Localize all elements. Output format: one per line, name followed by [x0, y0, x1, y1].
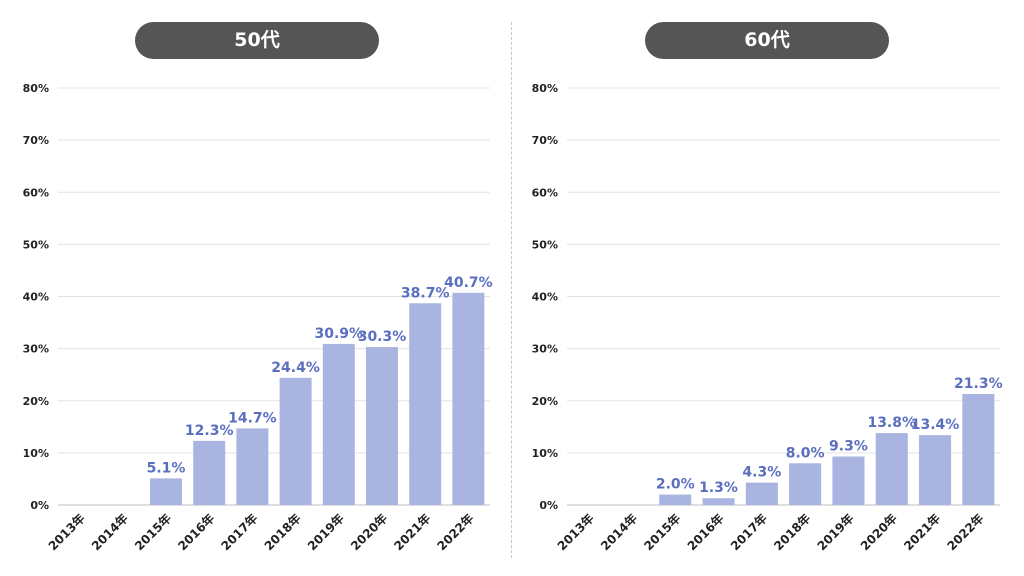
x-tick-label: 2015年	[131, 511, 174, 554]
y-tick-label: 30%	[532, 343, 558, 356]
bar	[322, 343, 355, 505]
data-label: 1.3%	[699, 480, 738, 496]
y-tick-label: 50%	[532, 238, 558, 251]
data-label: 9.3%	[829, 439, 868, 455]
data-label: 38.7%	[401, 285, 450, 301]
x-tick-label: 2013年	[554, 511, 597, 554]
x-tick-label: 2021年	[900, 511, 943, 554]
x-tick-label: 2017年	[727, 511, 770, 554]
bar	[745, 482, 778, 505]
data-label: 21.3%	[954, 376, 1003, 392]
bar	[962, 393, 995, 505]
data-label: 5.1%	[147, 460, 186, 476]
data-label: 2.0%	[656, 477, 695, 493]
data-label: 13.8%	[867, 415, 916, 431]
x-tick-label: 2020年	[347, 511, 390, 554]
y-tick-label: 10%	[23, 447, 49, 460]
x-tick-label: 2022年	[434, 511, 477, 554]
chart-title-60s: 60代	[645, 22, 889, 59]
x-tick-label: 2020年	[857, 511, 900, 554]
chart-panel-60s: 60代 0% 10% 20% 30% 40% 50% 60% 70% 80% 2013年 2014年…	[512, 0, 1024, 576]
x-tick-label: 2014年	[88, 511, 131, 554]
y-tick-label: 10%	[532, 447, 558, 460]
y-tick-label: 80%	[23, 82, 49, 95]
x-tick-label: 2019年	[304, 511, 347, 554]
bar-chart-50s: 0% 10% 20% 30% 40% 50% 60% 70% 80% 2013年 2014年 5.1%…	[23, 82, 493, 554]
x-tick-label: 2016年	[175, 511, 218, 554]
y-tick-label: 70%	[532, 134, 558, 147]
panel-divider	[511, 22, 512, 558]
y-tick-label: 60%	[532, 186, 558, 199]
bar	[659, 494, 692, 505]
data-label: 4.3%	[742, 465, 781, 481]
y-tick-label: 50%	[23, 238, 49, 251]
bar-chart-60s: 0% 10% 20% 30% 40% 50% 60% 70% 80% 2013年 2014年 2.0%…	[532, 82, 1003, 554]
bar	[236, 428, 269, 505]
bar	[875, 433, 908, 505]
y-tick-label: 30%	[23, 343, 49, 356]
chart-title-50s: 50代	[135, 22, 379, 59]
y-tick-label: 40%	[23, 291, 49, 304]
y-tick-label: 20%	[532, 395, 558, 408]
bar	[789, 463, 822, 505]
y-tick-label: 60%	[23, 186, 49, 199]
bar	[279, 377, 312, 505]
chart-panel-50s: 50代 0% 10% 20% 30% 40% 50% 60% 70% 80% 2013年 2014年…	[23, 22, 493, 554]
bar	[409, 303, 442, 505]
x-tick-label: 2015年	[641, 511, 684, 554]
data-label: 8.0%	[786, 445, 825, 461]
x-tick-label: 2018年	[771, 511, 814, 554]
x-tick-label: 2019年	[814, 511, 857, 554]
bar	[702, 498, 735, 505]
data-label: 13.4%	[911, 417, 960, 433]
data-label: 40.7%	[444, 275, 493, 291]
x-tick-label: 2021年	[391, 511, 434, 554]
y-tick-label: 80%	[532, 82, 558, 95]
data-label: 30.3%	[358, 329, 407, 345]
bar	[150, 478, 182, 505]
data-label: 30.9%	[315, 326, 364, 342]
x-tick-label: 2014年	[597, 511, 640, 554]
bar	[452, 292, 485, 505]
data-label: 24.4%	[271, 360, 320, 376]
x-tick-label: 2022年	[944, 511, 987, 554]
y-tick-label: 0%	[539, 499, 558, 512]
y-tick-label: 20%	[23, 395, 49, 408]
y-tick-label: 70%	[23, 134, 49, 147]
bar	[366, 347, 398, 505]
x-tick-label: 2017年	[218, 511, 261, 554]
bar	[919, 435, 952, 505]
bar	[193, 440, 226, 505]
y-tick-label: 40%	[532, 291, 558, 304]
x-tick-label: 2018年	[261, 511, 304, 554]
y-tick-label: 0%	[30, 499, 49, 512]
data-label: 14.7%	[228, 410, 277, 426]
bar	[832, 456, 865, 505]
x-tick-label: 2013年	[45, 511, 88, 554]
x-tick-label: 2016年	[684, 511, 727, 554]
data-label: 12.3%	[185, 423, 234, 439]
